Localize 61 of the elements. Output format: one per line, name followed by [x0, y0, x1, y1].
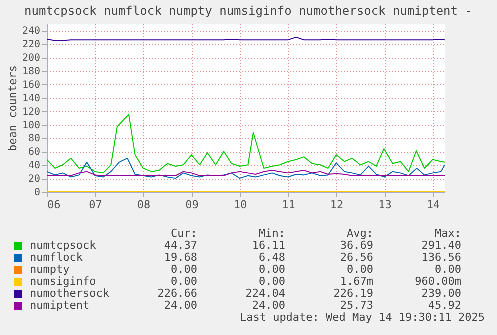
text: 226.19 [332, 287, 374, 300]
text: 224.04 [244, 287, 286, 300]
x-tick-label: 06 [48, 198, 61, 212]
text: 16.11 [251, 239, 286, 252]
y-tick-label: 80 [28, 134, 40, 145]
x-tick-label: 09 [186, 198, 199, 212]
text: 226.66 [156, 287, 198, 300]
text: 6.48 [258, 251, 286, 264]
legend-label: numflock [29, 251, 83, 264]
legend-label: numtcpsock [29, 239, 98, 252]
text: 1.67m [339, 275, 374, 288]
x-tick-label: 11 [282, 198, 296, 212]
text: 0.00 [170, 263, 198, 276]
text: 239.00 [420, 287, 462, 300]
text: 25.73 [339, 299, 374, 312]
y-tick-label: 0 [34, 188, 40, 198]
legend-label: numothersock [29, 287, 110, 300]
y-tick-label: 200 [22, 53, 40, 64]
x-tick-label: 08 [137, 198, 151, 212]
text: 0.00 [434, 263, 462, 276]
y-tick-label: 240 [22, 26, 40, 38]
text: 24.00 [251, 299, 286, 312]
text: 291.40 [420, 239, 462, 252]
text: 0.00 [258, 263, 286, 276]
x-tick-label: 10 [234, 198, 248, 212]
text: Last update: Wed May 14 19:30:11 2025 [238, 311, 486, 324]
y-tick-label: 180 [22, 66, 40, 78]
y-axis-title: bean counters [6, 65, 20, 152]
text: Max: [434, 227, 462, 240]
legend-label: numpty [29, 263, 71, 276]
line-series [47, 114, 445, 174]
y-tick-label: 120 [22, 106, 40, 118]
text: 960.00m [414, 275, 462, 288]
text: 0.00 [258, 275, 286, 288]
line-series [47, 158, 445, 180]
y-tick-label: 220 [22, 40, 40, 51]
x-tick-label: 13 [378, 198, 392, 212]
text: 44.37 [163, 239, 198, 252]
text: 26.56 [339, 251, 374, 264]
text: 36.69 [339, 239, 374, 252]
x-tick-label: 07 [89, 198, 102, 212]
y-tick-label: 160 [22, 80, 40, 91]
y-tick-label: 60 [28, 147, 40, 158]
legend-label: numsiginfo [29, 275, 98, 288]
text: Min: [258, 227, 286, 240]
y-tick-label: 140 [22, 93, 40, 104]
text: 0.00 [170, 275, 198, 288]
legend-label: numiptent [29, 299, 91, 312]
text: 45.92 [427, 299, 462, 312]
text: 136.56 [420, 251, 462, 264]
chart-title: numtcpsock numflock numpty numsiginfo numothersock numiptent - [24, 3, 474, 20]
text: 24.00 [163, 299, 198, 312]
text: Cur: [170, 227, 198, 240]
text: 0.00 [346, 263, 374, 276]
y-tick-label: 100 [22, 120, 40, 132]
y-tick-label: 40 [28, 160, 40, 172]
text: 19.68 [163, 251, 198, 264]
y-tick-label: 20 [28, 174, 40, 186]
x-tick-label: 12 [330, 198, 344, 212]
x-tick-label: 14 [426, 198, 440, 212]
text: Avg: [346, 227, 374, 240]
